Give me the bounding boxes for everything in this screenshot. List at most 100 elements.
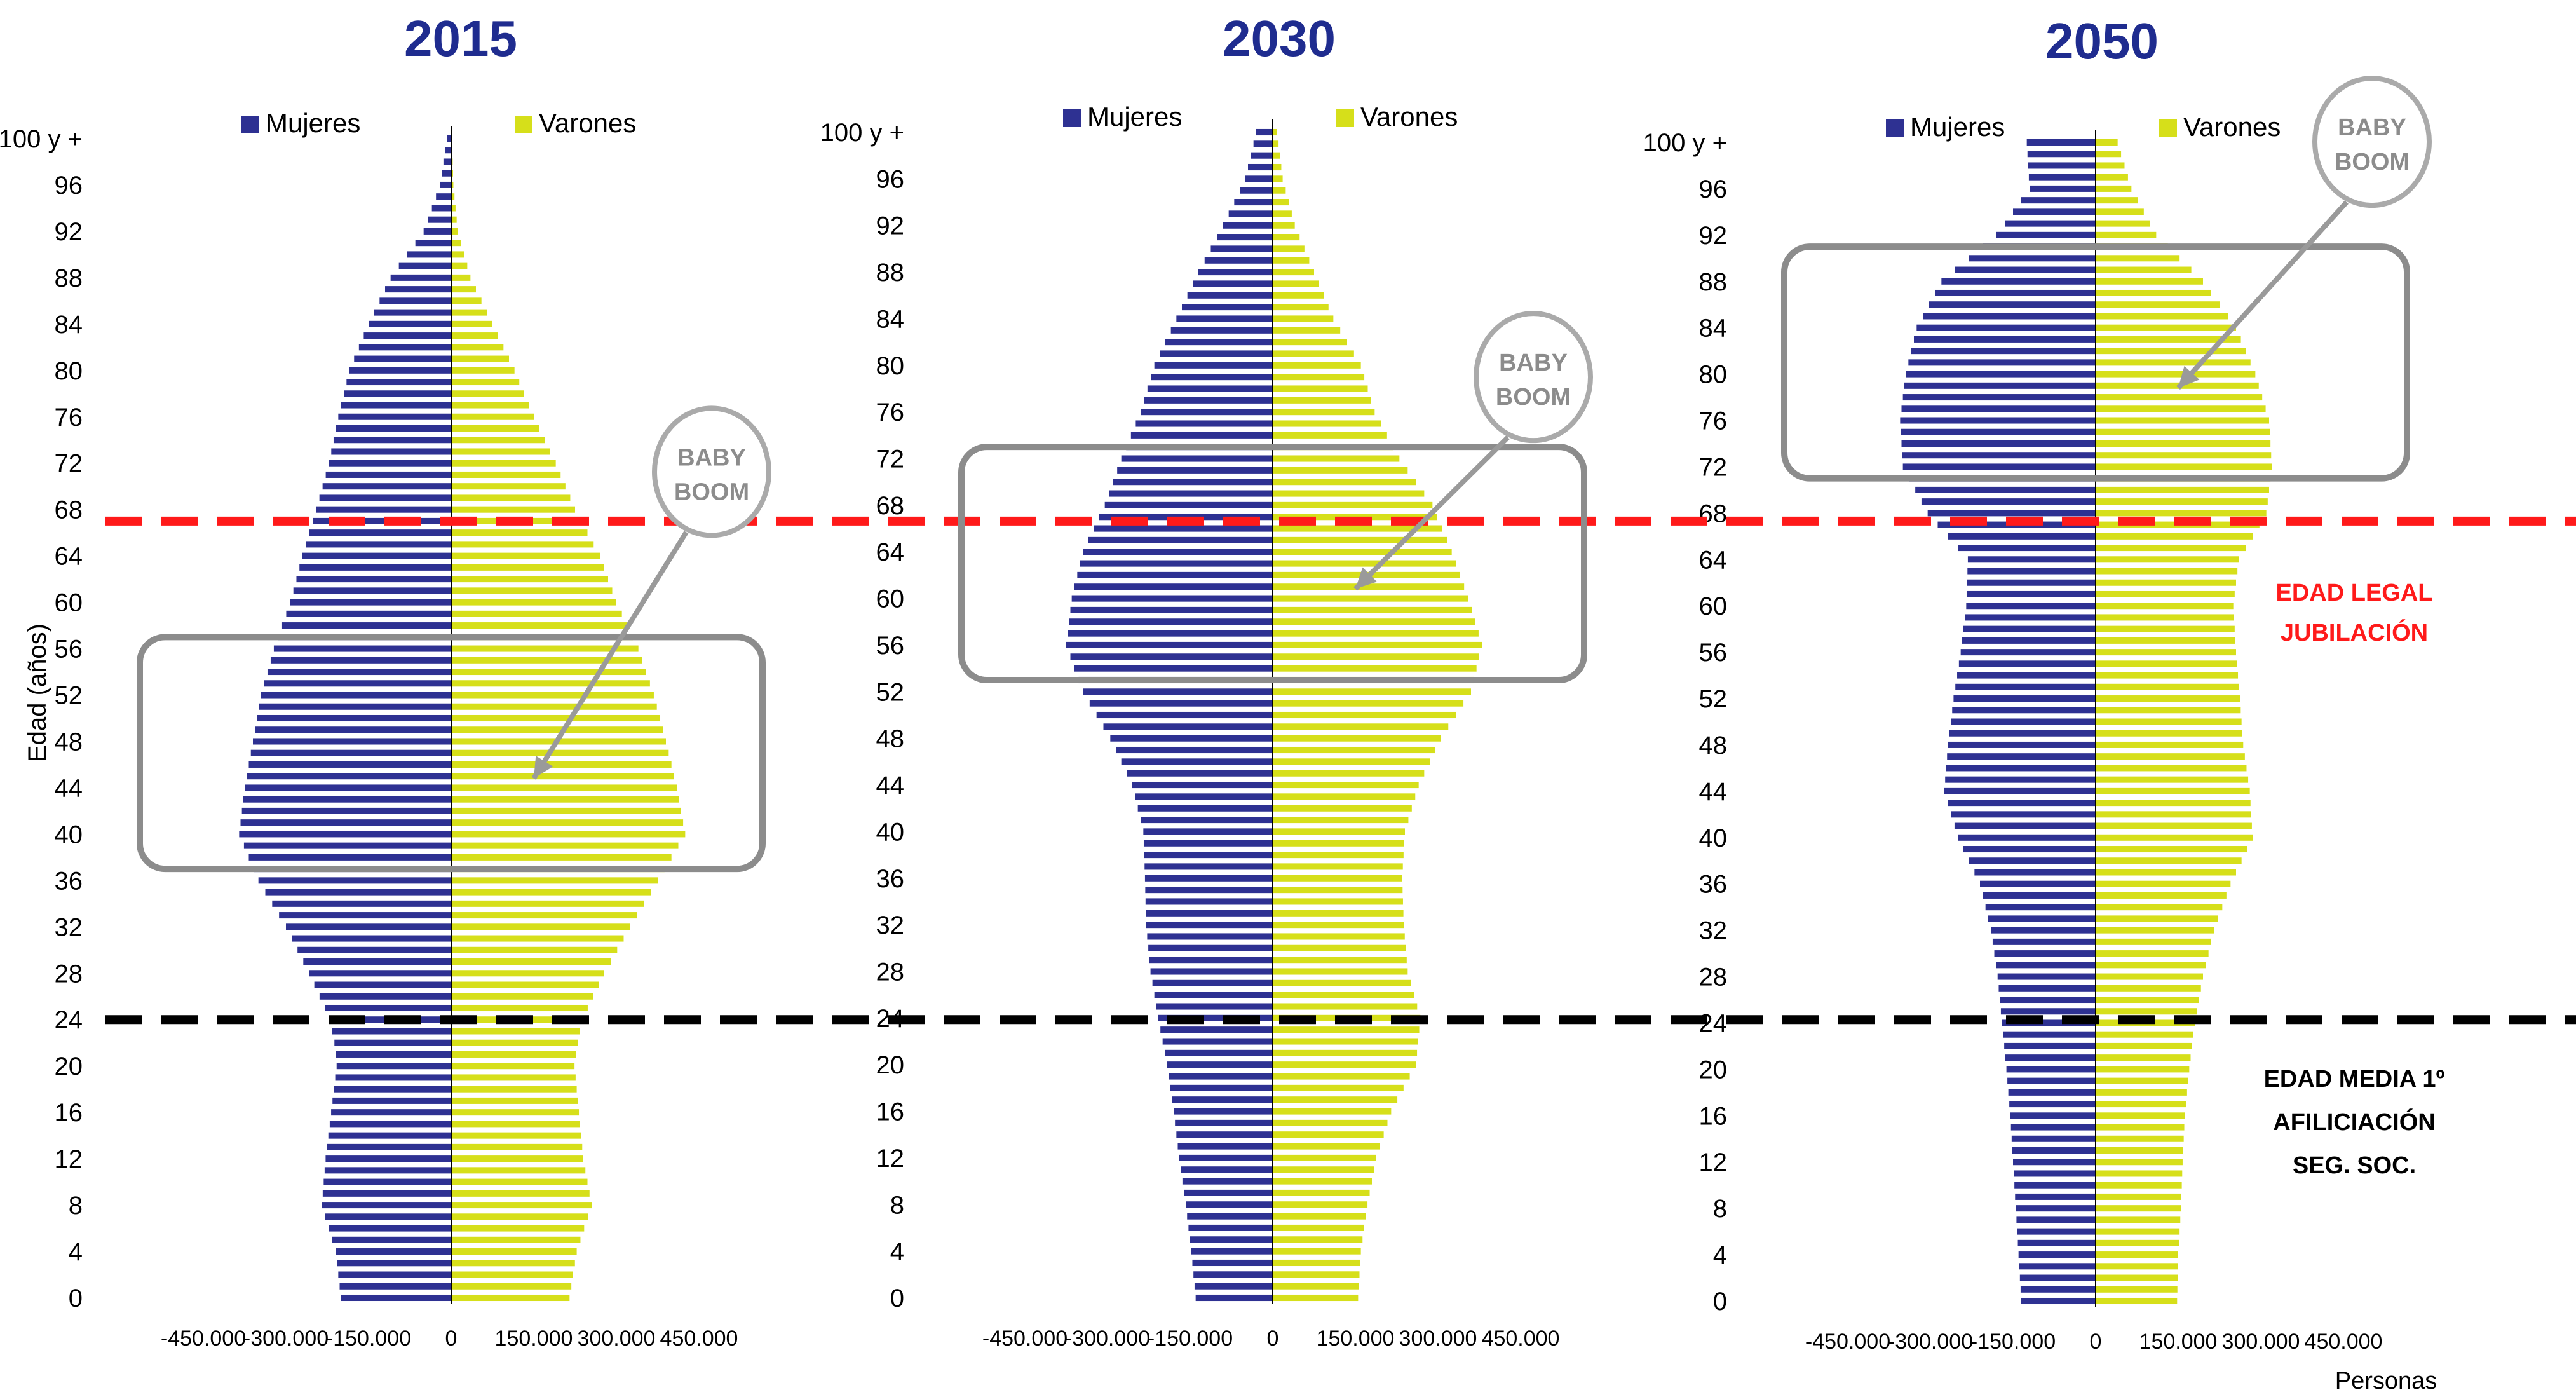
- bar-mujeres: [1966, 590, 2096, 597]
- bar-varones: [1273, 1236, 1363, 1243]
- bar-varones: [2096, 1170, 2183, 1177]
- y-tick-label: 8: [890, 1191, 904, 1219]
- bar-varones: [1273, 501, 1433, 508]
- bar-mujeres: [319, 494, 451, 501]
- bar-mujeres: [296, 576, 451, 583]
- bar-mujeres: [1160, 350, 1273, 357]
- baby-boom-box: [1781, 243, 2410, 482]
- bar-mujeres: [398, 262, 451, 269]
- panel-title: 2015: [404, 10, 517, 67]
- bar-mujeres: [1195, 1294, 1273, 1302]
- legend-swatch-mujeres: [241, 116, 259, 133]
- bar-varones: [451, 1051, 576, 1058]
- bar-varones: [1273, 1096, 1398, 1103]
- bar-varones: [1273, 140, 1279, 147]
- bar-varones: [2096, 707, 2241, 714]
- bar-mujeres: [316, 506, 451, 513]
- bar-mujeres: [325, 1213, 451, 1220]
- bar-mujeres: [358, 344, 451, 351]
- bar-varones: [1273, 222, 1295, 229]
- affiliation-label-line-1: EDAD MEDIA 1º: [2264, 1066, 2445, 1093]
- bar-mujeres: [1152, 979, 1273, 986]
- bar-varones: [1273, 455, 1400, 462]
- bar-mujeres: [1184, 1189, 1273, 1196]
- bar-mujeres: [1068, 630, 1273, 637]
- bar-mujeres: [1191, 1248, 1273, 1255]
- bar-mujeres: [325, 471, 451, 478]
- bar-varones: [1273, 432, 1387, 439]
- baby-boom-arrowhead: [1355, 567, 1377, 589]
- legend-swatch-varones: [515, 116, 532, 133]
- y-tick-label: 36: [876, 865, 905, 893]
- bar-mujeres: [374, 309, 451, 316]
- bar-mujeres: [1994, 950, 2096, 957]
- bar-varones: [451, 413, 534, 420]
- baby-boom-arrow: [531, 531, 689, 780]
- bar-varones: [1273, 339, 1347, 346]
- bar-varones: [2096, 753, 2245, 760]
- bar-mujeres: [1170, 1084, 1273, 1091]
- bar-varones: [2096, 428, 2270, 435]
- bar-varones: [2096, 162, 2125, 169]
- bar-mujeres: [2030, 185, 2096, 192]
- bar-varones: [451, 286, 476, 293]
- bar-mujeres: [309, 970, 451, 977]
- bar-mujeres: [447, 135, 451, 142]
- bar-varones: [2096, 741, 2244, 748]
- y-tick-label: 100 y +: [1643, 129, 1727, 157]
- bar-varones: [1273, 1201, 1368, 1208]
- baby-boom-arrow: [2176, 200, 2349, 390]
- bar-mujeres: [1113, 479, 1273, 486]
- bar-mujeres: [322, 483, 451, 490]
- bar-mujeres: [341, 402, 451, 409]
- bar-varones: [1273, 781, 1419, 789]
- bar-mujeres: [322, 1190, 451, 1197]
- bar-varones: [2096, 590, 2235, 597]
- bar-mujeres: [1151, 374, 1273, 381]
- bar-mujeres: [1070, 653, 1273, 660]
- bar-mujeres: [1154, 992, 1273, 998]
- bar-varones: [451, 946, 618, 953]
- bar-varones: [2096, 556, 2239, 563]
- bar-varones: [1273, 910, 1404, 917]
- bar-mujeres: [1967, 579, 2096, 586]
- y-tick-label: 0: [1713, 1288, 1727, 1316]
- bar-varones: [2096, 1101, 2186, 1108]
- bar-mujeres: [331, 448, 451, 455]
- bar-mujeres: [1077, 571, 1273, 578]
- bar-mujeres: [1127, 770, 1273, 777]
- bar-mujeres: [272, 900, 451, 907]
- bar-mujeres: [346, 379, 451, 386]
- bar-mujeres: [1141, 409, 1273, 416]
- bar-mujeres: [1901, 405, 2096, 412]
- y-tick-label: 4: [1713, 1241, 1727, 1269]
- y-tick-label: 84: [55, 311, 83, 339]
- bar-mujeres: [1240, 187, 1273, 194]
- y-tick-label: 48: [55, 728, 83, 756]
- bar-varones: [451, 796, 679, 803]
- bar-mujeres: [1901, 428, 2096, 435]
- x-tick-label: 300.000: [578, 1326, 656, 1351]
- bar-varones: [2096, 880, 2231, 887]
- bar-mujeres: [2003, 1031, 2096, 1038]
- bar-varones: [451, 981, 599, 988]
- bar-mujeres: [247, 773, 451, 780]
- bar-varones: [2096, 1286, 2178, 1293]
- y-tick-label: 44: [1699, 778, 1728, 806]
- bar-varones: [451, 784, 677, 791]
- bar-mujeres: [2013, 1159, 2096, 1166]
- bar-mujeres: [1963, 625, 2096, 632]
- bar-varones: [2096, 1228, 2180, 1235]
- bar-varones: [451, 494, 571, 501]
- bar-mujeres: [1094, 525, 1273, 532]
- y-tick-label: 76: [55, 404, 83, 432]
- bar-varones: [1273, 665, 1477, 672]
- bar-varones: [451, 506, 575, 513]
- bar-varones: [1273, 1178, 1372, 1185]
- bar-mujeres: [327, 1143, 451, 1150]
- bar-mujeres: [1941, 278, 2096, 285]
- bar-mujeres: [255, 726, 451, 733]
- bar-varones: [1273, 315, 1334, 322]
- bar-mujeres: [1165, 1049, 1273, 1056]
- bar-varones: [451, 170, 453, 177]
